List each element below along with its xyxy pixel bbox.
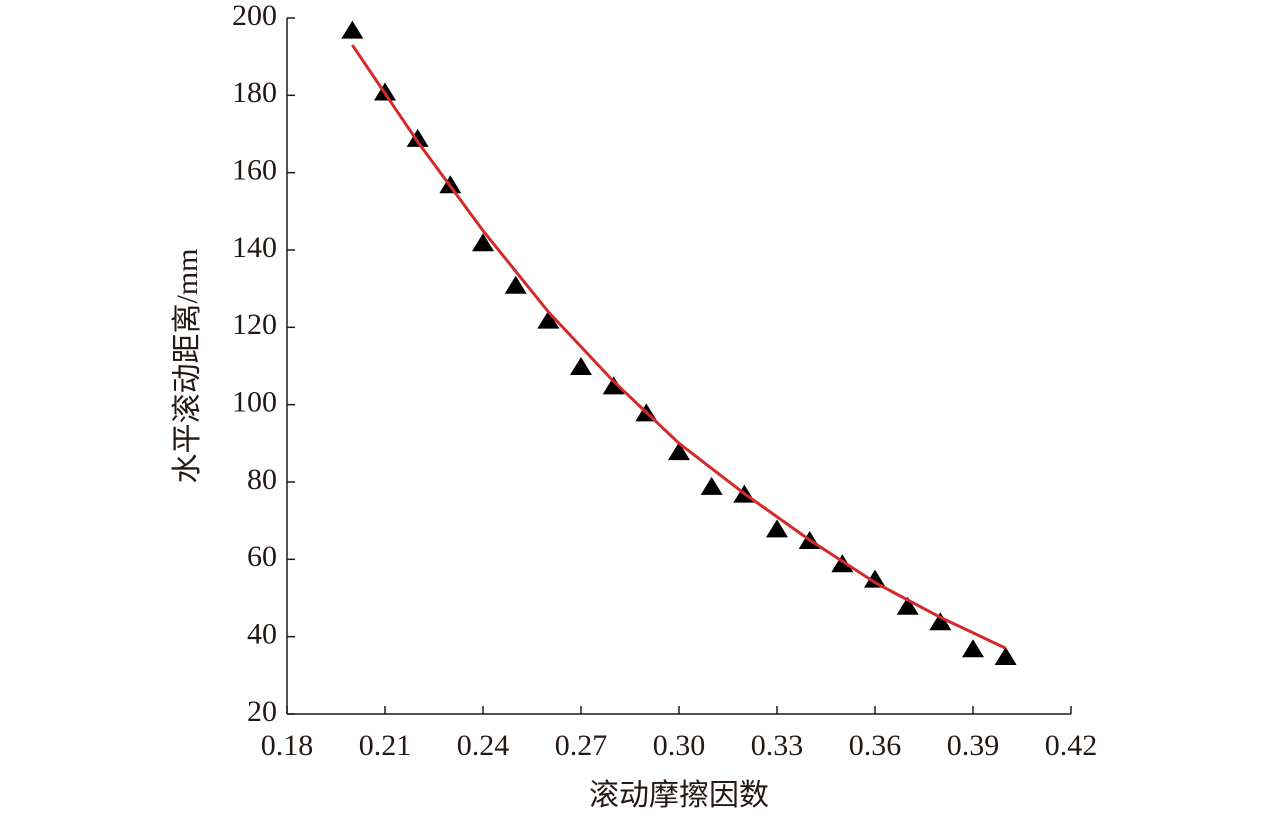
triangle-marker bbox=[668, 442, 690, 461]
triangle-marker bbox=[700, 476, 723, 495]
fit-line bbox=[351, 44, 1007, 650]
triangle-marker bbox=[994, 647, 1017, 665]
triangle-marker bbox=[766, 519, 788, 538]
x-tick-label: 0.24 bbox=[457, 729, 510, 762]
triangle-marker bbox=[472, 233, 494, 252]
x-axis-label: 滚动摩擦因数 bbox=[589, 779, 769, 812]
x-tick-label: 0.36 bbox=[849, 729, 902, 762]
x-tick-label: 0.39 bbox=[947, 729, 1000, 762]
triangle-marker bbox=[602, 376, 625, 395]
y-tick-label: 20 bbox=[247, 695, 277, 728]
triangle-marker bbox=[341, 20, 364, 39]
y-tick-label: 60 bbox=[247, 540, 277, 573]
triangle-marker bbox=[406, 128, 429, 147]
x-tick-label: 0.42 bbox=[1045, 729, 1098, 762]
triangle-marker bbox=[896, 596, 919, 615]
triangle-marker bbox=[537, 310, 560, 329]
x-tick-label: 0.30 bbox=[653, 729, 706, 762]
triangle-marker bbox=[962, 639, 984, 658]
y-tick-label: 120 bbox=[232, 308, 277, 341]
y-axis-label: 水平滚动距离/mm bbox=[171, 248, 204, 483]
y-tick-label: 140 bbox=[232, 231, 277, 264]
triangle-marker bbox=[864, 569, 886, 588]
x-tick-label: 0.33 bbox=[751, 729, 804, 762]
y-tick-label: 180 bbox=[232, 76, 277, 109]
y-tick-label: 200 bbox=[232, 0, 277, 32]
triangle-marker bbox=[504, 275, 527, 294]
triangle-marker bbox=[570, 357, 592, 375]
triangle-marker bbox=[831, 554, 854, 573]
y-tick-label: 40 bbox=[247, 618, 277, 651]
y-tick-label: 100 bbox=[232, 386, 277, 419]
y-tick-label: 80 bbox=[247, 463, 277, 496]
x-tick-label: 0.21 bbox=[359, 729, 412, 762]
y-tick-label: 160 bbox=[232, 154, 277, 187]
x-tick-label: 0.18 bbox=[261, 729, 314, 762]
triangle-marker bbox=[929, 612, 952, 631]
x-tick-label: 0.27 bbox=[555, 729, 608, 762]
